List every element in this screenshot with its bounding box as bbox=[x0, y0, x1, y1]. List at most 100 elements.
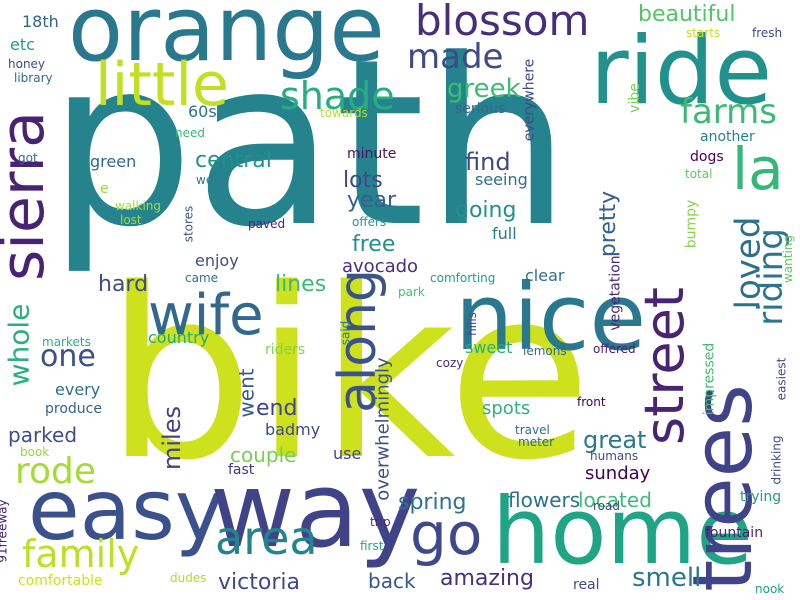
word-need: need bbox=[175, 126, 205, 140]
word-serious: serious bbox=[455, 101, 506, 117]
word-well: well bbox=[196, 173, 220, 187]
word-green: green bbox=[90, 152, 137, 171]
word-nice: nice bbox=[455, 264, 647, 371]
word-total: total bbox=[685, 167, 713, 181]
word-located: located bbox=[578, 488, 652, 512]
word-travel: travel bbox=[515, 423, 550, 437]
word-vegetation: vegetation bbox=[607, 255, 624, 331]
word-amazing: amazing bbox=[440, 566, 534, 591]
word-rode: rode bbox=[15, 451, 97, 492]
word-great: great bbox=[583, 426, 647, 454]
word-sierra: sierra bbox=[0, 111, 58, 281]
word-beautiful: beautiful bbox=[638, 2, 736, 27]
word-starts: starts bbox=[686, 26, 721, 40]
word-back: back bbox=[368, 569, 416, 593]
word-drinking: drinking bbox=[769, 435, 784, 485]
word-nook: nook bbox=[755, 582, 785, 596]
word-trying: trying bbox=[740, 489, 782, 505]
word-flowers: flowers bbox=[508, 488, 581, 512]
word-18th: 18th bbox=[22, 12, 59, 31]
word-humans: humans bbox=[590, 449, 639, 463]
word-went: went bbox=[234, 368, 259, 418]
word-easy: easy bbox=[28, 461, 225, 559]
word-every: every bbox=[55, 380, 101, 399]
word-parked: parked bbox=[8, 423, 78, 447]
word-seeing: seeing bbox=[475, 170, 528, 189]
word-said: said bbox=[338, 320, 353, 346]
word-greek: greek bbox=[447, 74, 521, 104]
word-ride: ride bbox=[590, 17, 773, 126]
word-lemons: lemons bbox=[523, 344, 567, 358]
word-easiest: easiest bbox=[774, 357, 789, 401]
word-overwhelmingly: overwhelmingly bbox=[372, 357, 394, 501]
word-came: came bbox=[185, 271, 219, 285]
word-go: go bbox=[410, 500, 483, 568]
word-lots: lots bbox=[343, 168, 383, 193]
word-book: book bbox=[20, 445, 50, 459]
word-path: path bbox=[48, 11, 571, 278]
word-honey: honey bbox=[8, 57, 46, 71]
word-front: front bbox=[577, 395, 606, 409]
word-cozy: cozy bbox=[436, 356, 464, 370]
word-end: end bbox=[256, 396, 298, 421]
word-first: first bbox=[360, 539, 384, 553]
word-sweet: sweet bbox=[465, 338, 513, 357]
word-full: full bbox=[492, 224, 517, 243]
word-little: little bbox=[95, 50, 229, 120]
word-towards: towards bbox=[320, 106, 368, 120]
word-sunday: sunday bbox=[585, 463, 651, 484]
word-lines: lines bbox=[275, 272, 327, 297]
word-wanting: wanting bbox=[781, 234, 796, 284]
word-road: road bbox=[593, 499, 620, 513]
word-made: made bbox=[407, 37, 504, 77]
word-victoria: victoria bbox=[218, 570, 300, 595]
word-produce: produce bbox=[45, 401, 102, 417]
word-trip: trip bbox=[370, 515, 391, 529]
word-offers: offers bbox=[352, 215, 387, 229]
word-way: way bbox=[210, 449, 421, 571]
word-library: library bbox=[14, 71, 53, 85]
word-paved: paved bbox=[248, 217, 286, 231]
word-family: family bbox=[22, 532, 140, 576]
word-spots: spots bbox=[482, 398, 531, 419]
word-e: e bbox=[100, 181, 109, 197]
word-91freeway: 91freeway bbox=[0, 499, 10, 563]
word-minute: minute bbox=[347, 146, 397, 162]
word-street: street bbox=[632, 287, 696, 445]
word-going: going bbox=[455, 198, 517, 223]
word-another: another bbox=[700, 129, 755, 145]
word-hills: hills bbox=[464, 312, 479, 336]
word-real: real bbox=[573, 577, 600, 593]
word-vibe: vibe bbox=[626, 83, 643, 113]
word-bumpy: bumpy bbox=[683, 199, 700, 249]
word-country: country bbox=[148, 328, 210, 347]
word-park: park bbox=[398, 285, 425, 299]
word-hard: hard bbox=[98, 272, 149, 297]
word-use: use bbox=[333, 444, 362, 463]
word-blossom: blossom bbox=[415, 0, 590, 45]
word-enjoy: enjoy bbox=[195, 251, 239, 270]
word-stores: stores bbox=[181, 205, 196, 243]
word-central: central bbox=[195, 148, 272, 173]
word-la: la bbox=[732, 135, 784, 203]
word-markets: markets bbox=[42, 335, 91, 349]
word-everywhere: everywhere bbox=[521, 58, 538, 142]
word-avocado: avocado bbox=[342, 256, 419, 277]
word-comforting: comforting bbox=[430, 271, 496, 285]
word-clear: clear bbox=[525, 266, 565, 285]
word-wife: wife bbox=[148, 283, 264, 348]
word-miles: miles bbox=[157, 406, 186, 470]
word-impressed: impressed bbox=[701, 342, 718, 416]
word-etc: etc bbox=[10, 35, 35, 54]
word-dudes: dudes bbox=[170, 571, 207, 585]
word-shade: shade bbox=[280, 74, 395, 118]
word-walking: walking bbox=[115, 199, 162, 213]
word-area: area bbox=[215, 511, 318, 565]
word-smell: smell bbox=[632, 563, 702, 593]
word-couple: couple bbox=[230, 443, 297, 467]
word-pretty: pretty bbox=[596, 190, 622, 258]
word-offered: offered bbox=[593, 342, 636, 356]
word-got: got bbox=[18, 151, 38, 165]
word-year: year bbox=[347, 188, 397, 213]
